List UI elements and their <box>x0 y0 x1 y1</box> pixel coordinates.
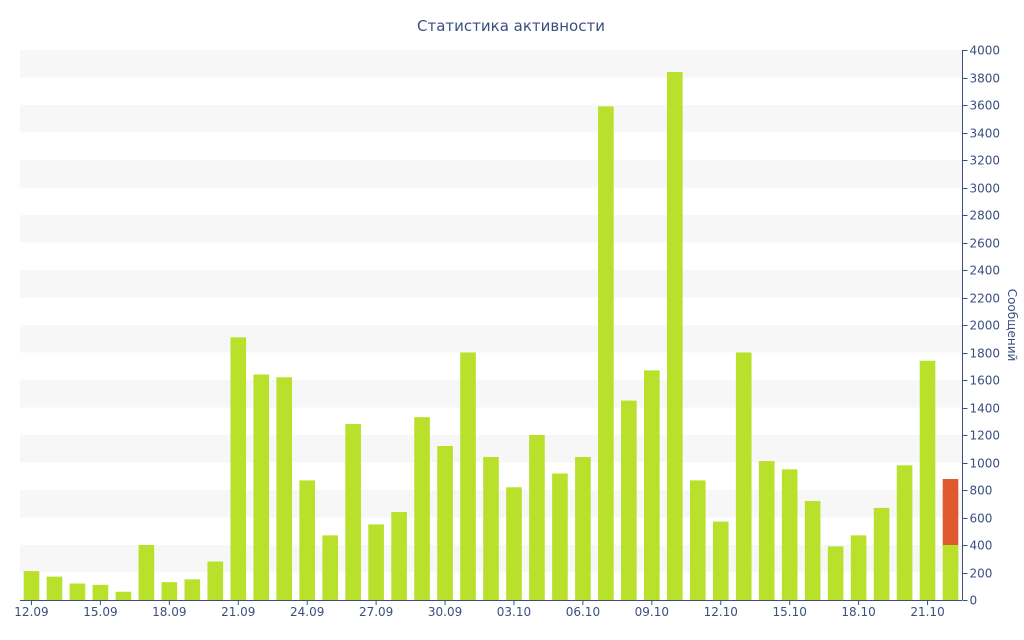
bar <box>621 400 637 600</box>
y-tick-label: 1400 <box>970 402 1001 416</box>
bar <box>299 480 316 600</box>
y-tick-label: 2400 <box>970 264 1001 278</box>
y-tick-label: 2800 <box>970 209 1001 223</box>
bar <box>781 469 798 600</box>
grid-band <box>20 325 962 353</box>
chart-title: Статистика активности <box>417 17 605 35</box>
x-tick-label: 09.10 <box>635 605 669 619</box>
bar <box>69 583 86 600</box>
y-tick-label: 3800 <box>970 72 1001 86</box>
grid-bands <box>20 50 962 573</box>
y-tick-label: 1000 <box>970 457 1001 471</box>
bar <box>552 473 568 600</box>
bar <box>827 546 844 600</box>
bar <box>276 377 293 600</box>
bar <box>483 457 499 600</box>
x-tick-label: 06.10 <box>566 605 600 619</box>
bar <box>575 457 591 600</box>
x-tick-label: 18.10 <box>841 605 875 619</box>
bar <box>23 571 40 600</box>
x-tick-label: 30.09 <box>428 605 462 619</box>
bar <box>391 512 407 600</box>
bar <box>896 465 913 600</box>
bar <box>735 352 752 600</box>
grid-band <box>20 50 962 78</box>
x-tick-label: 18.09 <box>152 605 186 619</box>
bar <box>666 72 683 600</box>
bars-layer <box>23 72 959 600</box>
x-tick-label: 21.10 <box>910 605 944 619</box>
grid-band <box>20 215 962 243</box>
bar <box>942 545 959 600</box>
y-tick-label: 800 <box>970 484 993 498</box>
y-tick-label: 1800 <box>970 347 1001 361</box>
bar <box>598 106 614 600</box>
bar <box>529 435 545 600</box>
bar <box>414 417 430 600</box>
bar <box>207 561 224 600</box>
y-tick-label: 3000 <box>970 182 1001 196</box>
x-tick-label: 15.09 <box>83 605 117 619</box>
x-tick-label: 12.09 <box>14 605 48 619</box>
grid-band <box>20 160 962 188</box>
bar <box>873 507 890 600</box>
x-tick-label: 21.09 <box>221 605 255 619</box>
y-tick-label: 4000 <box>970 44 1001 58</box>
bar <box>712 521 729 600</box>
x-tick-label: 24.09 <box>290 605 324 619</box>
y-tick-label: 2000 <box>970 319 1001 333</box>
y-tick-label: 0 <box>970 594 978 608</box>
bar <box>138 545 155 600</box>
y-tick-label: 3200 <box>970 154 1001 168</box>
x-tick-label: 15.10 <box>773 605 807 619</box>
bar <box>919 360 936 600</box>
grid-band <box>20 270 962 298</box>
bar <box>184 579 201 600</box>
bar <box>368 524 384 600</box>
bar <box>804 501 821 600</box>
x-axis: 12.09 15.09 18.09 21.09 24.09 27.09 30.09 03.10… <box>14 600 962 619</box>
y-tick-label: 2600 <box>970 237 1001 251</box>
y-tick-label: 3400 <box>970 127 1001 141</box>
bar <box>850 535 867 600</box>
bar <box>322 535 338 600</box>
bar <box>460 352 476 600</box>
bar <box>230 337 247 600</box>
bar <box>92 584 109 600</box>
bar <box>253 374 270 600</box>
y-tick-label: 2200 <box>970 292 1001 306</box>
y-axis: 0 200 400 600 800 1000 1200 1400 1600 1800 2000 220… <box>962 44 1001 608</box>
bar-highlight <box>942 479 959 545</box>
bar <box>161 582 178 600</box>
x-tick-label: 27.09 <box>359 605 393 619</box>
grid-band <box>20 105 962 133</box>
y-axis-title: Сообщений <box>1005 289 1019 362</box>
bar <box>437 446 453 600</box>
bar <box>689 480 706 600</box>
x-tick-label: 03.10 <box>497 605 531 619</box>
bar <box>644 370 660 600</box>
bar <box>758 461 775 600</box>
bar <box>506 487 522 600</box>
grid-band <box>20 380 962 408</box>
y-tick-label: 1200 <box>970 429 1001 443</box>
bar <box>46 576 63 600</box>
y-tick-label: 400 <box>970 539 993 553</box>
y-tick-label: 1600 <box>970 374 1001 388</box>
bar <box>115 591 132 600</box>
y-tick-label: 200 <box>970 567 993 581</box>
y-tick-label: 600 <box>970 512 993 526</box>
x-tick-label: 12.10 <box>704 605 738 619</box>
bar <box>345 424 361 600</box>
y-tick-label: 3600 <box>970 99 1001 113</box>
